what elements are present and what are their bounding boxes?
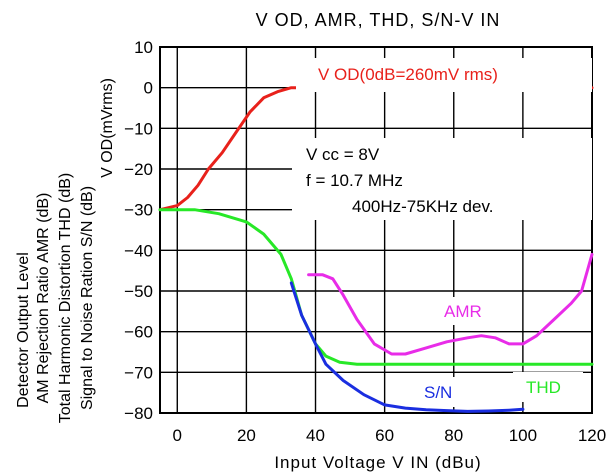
y-axis-label-vod: V OD(mVrms) <box>99 78 116 178</box>
y-tick-label: −60 <box>124 323 153 342</box>
thd-label-box <box>513 372 583 402</box>
deviation-annotation: 400Hz-75KHz dev. <box>352 197 493 216</box>
sn-series-label: S/N <box>424 383 452 402</box>
y-tick-label: −70 <box>124 363 153 382</box>
tick-labels: 0 20 40 60 80 100 120100−10−20−30−40−50−60−70−… <box>124 38 606 445</box>
frequency-annotation: f = 10.7 MHz <box>306 171 403 190</box>
y-tick-label: −20 <box>124 160 153 179</box>
plot-frame <box>159 46 593 414</box>
series-group <box>158 86 594 413</box>
x-tick-label: 40 <box>306 426 325 445</box>
x-tick-label: 120 <box>578 426 606 445</box>
y-tick-label: −30 <box>124 201 153 220</box>
x-axis-title: Input Voltage V IN (dBu) <box>274 453 481 472</box>
x-tick-label: 20 <box>237 426 256 445</box>
amr-series-label: AMR <box>444 302 482 321</box>
y-axis-label-sn: Signal to Noise Ration S/N (dB) <box>79 186 96 410</box>
vcc-annotation: V cc = 8V <box>306 145 380 164</box>
y-tick-label: −50 <box>124 282 153 301</box>
chart-title: V OD, AMR, THD, S/N-V IN <box>256 10 501 30</box>
series-line-amr <box>307 252 594 356</box>
y-tick-label: 0 <box>144 79 153 98</box>
plot-border <box>159 46 593 414</box>
y-axis-label-amr: AM Rejection Ratio AMR (dB) <box>35 193 52 404</box>
series-line-vod <box>158 86 307 212</box>
y-axis-label-thd: Total Harmonic Distortion THD (dB) <box>57 173 74 423</box>
x-tick-label: 80 <box>444 426 463 445</box>
vod-series-label: V OD(0dB=260mV rms) <box>318 65 498 84</box>
thd-series-label: THD <box>526 378 561 397</box>
grid-lines <box>160 46 593 414</box>
vod-label-box <box>296 58 592 92</box>
y-tick-label: −80 <box>124 404 153 423</box>
y-tick-label: −10 <box>124 119 153 138</box>
series-line-sn <box>289 281 525 413</box>
y-tick-label: 10 <box>134 38 153 57</box>
sn-label-box <box>411 377 477 407</box>
conditions-box <box>292 138 592 220</box>
y-axis-label-detector: Detector Output Level <box>15 252 32 408</box>
x-tick-label: 0 <box>173 426 182 445</box>
y-tick-label: −40 <box>124 241 153 260</box>
x-tick-label: 100 <box>509 426 537 445</box>
amr-label-box <box>432 297 500 325</box>
x-tick-label: 60 <box>375 426 394 445</box>
